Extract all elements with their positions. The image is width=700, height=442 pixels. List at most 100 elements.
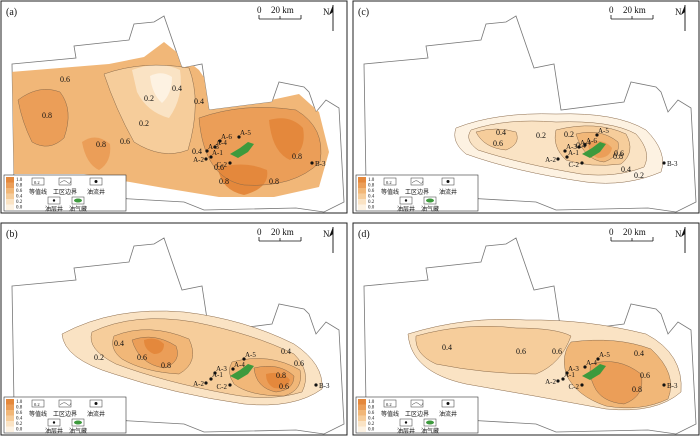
contour-label: 0.8 — [269, 177, 279, 186]
legend-color — [358, 415, 366, 421]
well-label: C-2 — [217, 383, 228, 391]
panel-b — [0, 222, 348, 436]
well-label: A-1 — [564, 371, 575, 379]
contour-label: 0.8 — [613, 152, 623, 161]
legend-reservoir-label: 油气藏 — [421, 427, 439, 435]
well-label: A-2 — [545, 156, 556, 164]
contour-label: 0.6 — [137, 353, 147, 362]
well-label: B-3 — [667, 160, 678, 168]
legend-color — [358, 177, 366, 183]
legend-color — [6, 426, 14, 432]
contour-label: 0.8 — [276, 371, 286, 380]
panel-b-overlay: (b)0.20.40.60.80.40.60.80.6A-5A-4A-3A-1A… — [3, 227, 334, 435]
well-label: A-6 — [586, 137, 597, 145]
north-arrow: N — [675, 227, 686, 253]
legend-tick: 0.8 — [16, 184, 23, 189]
contour-label: 0.8 — [161, 361, 171, 370]
legend-tick: 0.8 — [16, 406, 23, 411]
reservoir-b — [230, 364, 254, 380]
legend-boundary-label: 工区边界 — [53, 188, 77, 196]
legend-boundary-label: 工区边界 — [53, 410, 77, 418]
well-label: A-4 — [234, 361, 245, 369]
legend-color — [6, 410, 14, 416]
well-label: A-1 — [212, 149, 223, 157]
north-arrow: N — [323, 227, 334, 253]
contour-label: 0.4 — [442, 343, 452, 352]
legend-oil-well-label: 油流井 — [439, 410, 457, 418]
well-marker — [213, 145, 217, 149]
panel-c-overlay: (c)0.40.60.2 0.20.40.80.60.40.2A-6A-5A-4A… — [355, 5, 686, 213]
legend-color — [6, 199, 14, 205]
panel-label: (c) — [358, 7, 369, 18]
scale-start: 0 — [609, 5, 614, 15]
scale-bar: 0 20 km — [609, 227, 654, 242]
contour-label: 0.6 — [214, 163, 224, 172]
legend-color — [6, 188, 14, 194]
legend-color — [6, 421, 14, 427]
well-label: B-3 — [319, 382, 330, 390]
legend-color — [358, 188, 366, 194]
panel-label: (a) — [6, 7, 17, 18]
well-marker — [662, 161, 666, 165]
legend-contour-symbol: 0.2 — [34, 402, 40, 407]
north-arrow: N — [323, 5, 334, 31]
legend-reservoir-label: 油气藏 — [421, 205, 439, 213]
legend-tick: 0.2 — [368, 200, 375, 205]
well-label: C-2 — [217, 161, 228, 169]
well-marker — [209, 377, 213, 381]
legend-color — [6, 415, 14, 421]
legend-tick: 0.4 — [368, 417, 375, 422]
legend-boundary-label: 工区边界 — [405, 410, 429, 418]
contour-label: 0.4 — [192, 147, 202, 156]
contour-label: 0.6 — [493, 139, 503, 148]
well-marker — [228, 383, 232, 387]
north-label: N — [675, 229, 682, 239]
contour-label: 0.6 — [516, 347, 526, 356]
legend-contour-label: 等值线 — [381, 410, 399, 418]
contour-label: 0.2 — [564, 130, 574, 139]
well-label: A-1 — [212, 371, 223, 379]
well-marker — [595, 133, 599, 137]
scale-start: 0 — [257, 227, 262, 237]
legend-oil-layer-well-label: 油层井 — [45, 205, 63, 213]
well-marker — [231, 367, 235, 371]
contour-label: 0.6 — [614, 149, 624, 158]
well-marker — [556, 379, 560, 383]
well-marker — [583, 365, 587, 369]
legend-color — [358, 421, 366, 427]
legend-contour-label: 等值线 — [29, 410, 47, 418]
well-marker — [577, 145, 581, 149]
well-label: A-4 — [586, 359, 597, 367]
legend-color — [358, 426, 366, 432]
well-label: A-4 — [580, 139, 591, 147]
legend-tick: 0.8 — [368, 406, 375, 411]
contour-label: 0.6 — [640, 371, 650, 380]
legend-tick: 0.6 — [16, 189, 23, 194]
scale-bar: 0 20 km — [257, 5, 302, 20]
well-marker — [228, 161, 232, 165]
well-marker — [561, 377, 565, 381]
legend-oil-layer-well-label: 油层井 — [397, 427, 415, 435]
legend-color — [358, 404, 366, 410]
contour-label: 0.4 — [114, 339, 124, 348]
well-marker — [565, 371, 569, 375]
legend-tick: 0.6 — [368, 411, 375, 416]
well-marker — [237, 135, 241, 139]
north-arrow: N — [675, 5, 686, 31]
well-marker — [218, 139, 222, 143]
legend-color — [358, 199, 366, 205]
well-label: C-2 — [569, 161, 580, 169]
legend-color — [6, 204, 14, 210]
panel-d-overlay: (d)0.4 0.6 0.6 0.40.60.8A-5A-4A-3A-1A-2C-2 B… — [355, 227, 686, 435]
well-marker — [213, 371, 217, 375]
contour-label: 0.6 — [279, 382, 289, 391]
well-label: A-5 — [598, 127, 609, 135]
well-label: A-2 — [193, 156, 204, 164]
well-marker — [563, 149, 567, 153]
contour-label: 0.8 — [42, 111, 52, 120]
legend-tick: 0.0 — [16, 206, 23, 211]
legend-tick: 0.2 — [368, 422, 375, 427]
